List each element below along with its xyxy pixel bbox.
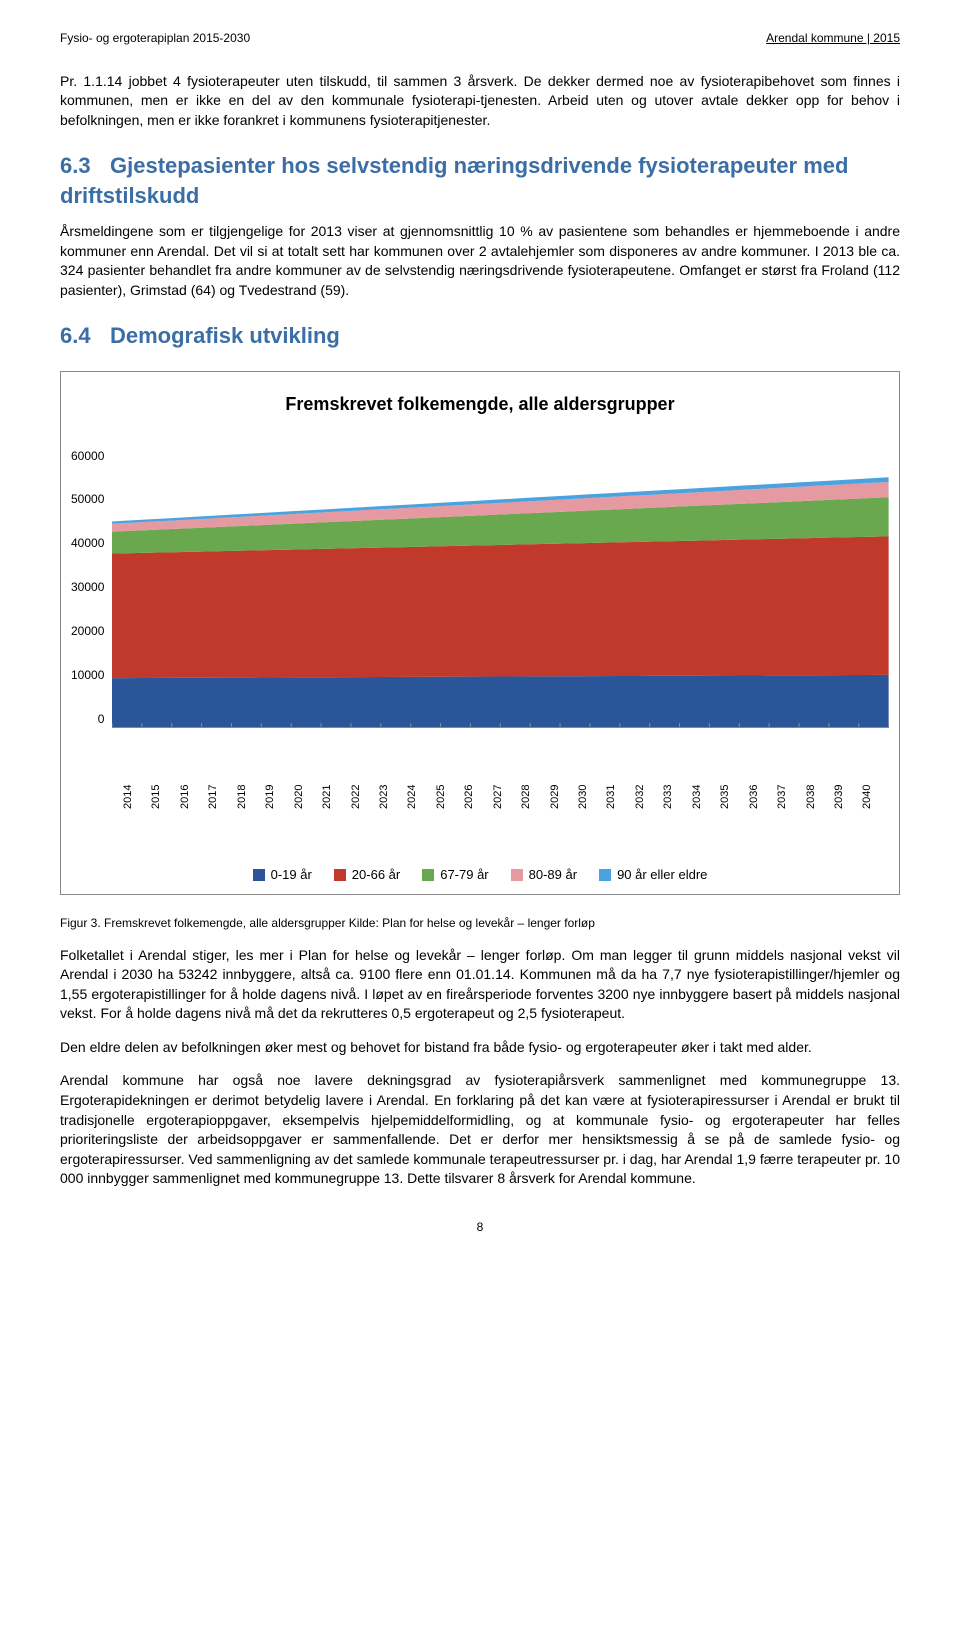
y-tick: 60000 — [71, 448, 104, 465]
x-tick: 2035 — [718, 778, 746, 816]
x-tick: 2039 — [832, 778, 860, 816]
y-tick: 0 — [98, 711, 105, 728]
header-right: Arendal kommune | 2015 — [766, 30, 900, 47]
x-tick: 2034 — [690, 778, 718, 816]
y-tick: 10000 — [71, 667, 104, 684]
x-tick: 2026 — [462, 778, 490, 816]
x-tick: 2015 — [149, 778, 177, 816]
legend-swatch — [334, 869, 346, 881]
legend-label: 20-66 år — [352, 866, 400, 884]
x-tick: 2016 — [178, 778, 206, 816]
x-tick: 2024 — [405, 778, 433, 816]
chart-x-axis: 2014201520162017201820192020202120222023… — [71, 778, 889, 816]
page-number: 8 — [60, 1219, 900, 1236]
paragraph-4: Den eldre delen av befolkningen øker mes… — [60, 1038, 900, 1058]
chart-y-axis: 60000 50000 40000 30000 20000 10000 0 — [71, 448, 112, 728]
y-tick: 50000 — [71, 491, 104, 508]
x-tick: 2018 — [235, 778, 263, 816]
x-tick: 2038 — [804, 778, 832, 816]
chart-plot — [112, 448, 889, 728]
legend-swatch — [599, 869, 611, 881]
chart-area: 60000 50000 40000 30000 20000 10000 0 — [71, 448, 889, 768]
header-left: Fysio- og ergoterapiplan 2015-2030 — [60, 30, 250, 47]
page-header: Fysio- og ergoterapiplan 2015-2030 Arend… — [60, 30, 900, 47]
x-tick: 2017 — [206, 778, 234, 816]
x-tick: 2040 — [860, 778, 888, 816]
x-tick: 2019 — [263, 778, 291, 816]
y-tick: 30000 — [71, 579, 104, 596]
legend-label: 80-89 år — [529, 866, 577, 884]
legend-swatch — [422, 869, 434, 881]
legend-swatch — [253, 869, 265, 881]
legend-item: 20-66 år — [334, 866, 400, 884]
paragraph-2: Årsmeldingene som er tilgjengelige for 2… — [60, 222, 900, 300]
population-chart: Fremskrevet folkemengde, alle aldersgrup… — [60, 371, 900, 894]
chart-series-area — [112, 536, 889, 678]
section-title: Gjestepasienter hos selvstendig næringsd… — [60, 153, 848, 209]
paragraph-1: Pr. 1.1.14 jobbet 4 fysioterapeuter uten… — [60, 72, 900, 131]
legend-label: 67-79 år — [440, 866, 488, 884]
legend-item: 67-79 år — [422, 866, 488, 884]
section-title: Demografisk utvikling — [110, 323, 340, 348]
legend-swatch — [511, 869, 523, 881]
x-tick: 2030 — [576, 778, 604, 816]
figure-caption: Figur 3. Fremskrevet folkemengde, alle a… — [60, 915, 900, 932]
x-tick: 2021 — [320, 778, 348, 816]
x-tick: 2033 — [661, 778, 689, 816]
x-tick: 2022 — [349, 778, 377, 816]
chart-legend: 0-19 år 20-66 år 67-79 år 80-89 år 90 år ell… — [71, 866, 889, 884]
section-number: 6.4 — [60, 321, 110, 352]
legend-label: 0-19 år — [271, 866, 312, 884]
x-tick: 2036 — [747, 778, 775, 816]
chart-series-area — [112, 674, 889, 726]
chart-svg — [112, 448, 889, 727]
x-tick: 2014 — [121, 778, 149, 816]
section-6-4-heading: 6.4Demografisk utvikling — [60, 321, 900, 352]
y-tick: 40000 — [71, 535, 104, 552]
legend-label: 90 år eller eldre — [617, 866, 707, 884]
chart-title: Fremskrevet folkemengde, alle aldersgrup… — [71, 392, 889, 417]
paragraph-3: Folketallet i Arendal stiger, les mer i … — [60, 946, 900, 1024]
y-tick: 20000 — [71, 623, 104, 640]
section-6-3-heading: 6.3Gjestepasienter hos selvstendig nærin… — [60, 151, 900, 213]
section-number: 6.3 — [60, 151, 110, 182]
legend-item: 90 år eller eldre — [599, 866, 707, 884]
x-tick: 2027 — [491, 778, 519, 816]
paragraph-5: Arendal kommune har også noe lavere dekn… — [60, 1071, 900, 1189]
x-tick: 2025 — [434, 778, 462, 816]
x-tick: 2032 — [633, 778, 661, 816]
x-tick: 2023 — [377, 778, 405, 816]
x-tick: 2037 — [775, 778, 803, 816]
x-tick: 2029 — [548, 778, 576, 816]
x-tick: 2020 — [292, 778, 320, 816]
x-tick: 2028 — [519, 778, 547, 816]
x-tick: 2031 — [604, 778, 632, 816]
legend-item: 80-89 år — [511, 866, 577, 884]
legend-item: 0-19 år — [253, 866, 312, 884]
